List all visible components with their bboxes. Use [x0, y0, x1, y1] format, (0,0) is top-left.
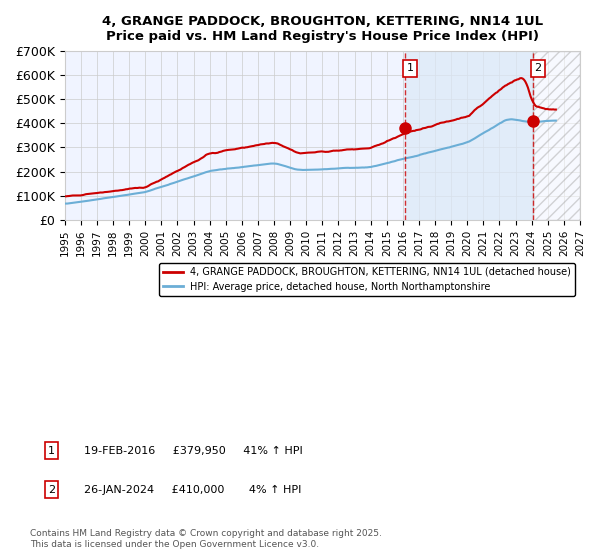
4, GRANGE PADDOCK, BROUGHTON, KETTERING, NN14 1UL (detached house) — [552, 106, 559, 113]
4, GRANGE PADDOCK, BROUGHTON, KETTERING, NN14 1UL (detached house) — [61, 193, 68, 200]
4, GRANGE PADDOCK, BROUGHTON, KETTERING, NN14 1UL (detached house) — [254, 142, 262, 148]
4, GRANGE PADDOCK, BROUGHTON, KETTERING, NN14 1UL (detached house) — [421, 125, 428, 132]
HPI: Average price, detached house, North Northamptonshire: (2.02e+03, 4.17e+05): Average price, detached house, North Nor… — [508, 116, 515, 123]
Text: 2: 2 — [535, 63, 542, 73]
4, GRANGE PADDOCK, BROUGHTON, KETTERING, NN14 1UL (detached house) — [466, 113, 473, 119]
Title: 4, GRANGE PADDOCK, BROUGHTON, KETTERING, NN14 1UL
Price paid vs. HM Land Registr: 4, GRANGE PADDOCK, BROUGHTON, KETTERING,… — [102, 15, 543, 43]
HPI: Average price, detached house, North Northamptonshire: (2e+03, 1.22e+05): Average price, detached house, North Nor… — [148, 187, 155, 194]
Text: 1: 1 — [406, 63, 413, 73]
Text: 19-FEB-2016     £379,950     41% ↑ HPI: 19-FEB-2016 £379,950 41% ↑ HPI — [84, 446, 303, 456]
HPI: Average price, detached house, North Northamptonshire: (2.01e+03, 2.26e+05): Average price, detached house, North Nor… — [254, 162, 262, 169]
HPI: Average price, detached house, North Northamptonshire: (2e+03, 6.68e+04): Average price, detached house, North Nor… — [62, 200, 70, 207]
Line: 4, GRANGE PADDOCK, BROUGHTON, KETTERING, NN14 1UL (detached house): 4, GRANGE PADDOCK, BROUGHTON, KETTERING,… — [65, 78, 556, 197]
4, GRANGE PADDOCK, BROUGHTON, KETTERING, NN14 1UL (detached house) — [490, 92, 497, 99]
Text: Contains HM Land Registry data © Crown copyright and database right 2025.
This d: Contains HM Land Registry data © Crown c… — [30, 529, 382, 549]
Text: 1: 1 — [48, 446, 55, 456]
4, GRANGE PADDOCK, BROUGHTON, KETTERING, NN14 1UL (detached house) — [62, 193, 70, 200]
Text: 26-JAN-2024     £410,000       4% ↑ HPI: 26-JAN-2024 £410,000 4% ↑ HPI — [84, 485, 301, 495]
HPI: Average price, detached house, North Northamptonshire: (2.02e+03, 2.74e+05): Average price, detached house, North Nor… — [421, 150, 428, 157]
Text: 2: 2 — [48, 485, 55, 495]
4, GRANGE PADDOCK, BROUGHTON, KETTERING, NN14 1UL (detached house) — [259, 141, 266, 147]
HPI: Average price, detached house, North Northamptonshire: (2.02e+03, 3.83e+05): Average price, detached house, North Nor… — [490, 124, 497, 131]
Bar — [533, 51, 580, 220]
Legend: 4, GRANGE PADDOCK, BROUGHTON, KETTERING, NN14 1UL (detached house), HPI: Average: 4, GRANGE PADDOCK, BROUGHTON, KETTERING,… — [159, 263, 575, 296]
Bar — [405, 51, 533, 220]
HPI: Average price, detached house, North Northamptonshire: (2.01e+03, 2.29e+05): Average price, detached house, North Nor… — [259, 161, 266, 168]
Line: HPI: Average price, detached house, North Northamptonshire: HPI: Average price, detached house, Nort… — [65, 119, 556, 204]
HPI: Average price, detached house, North Northamptonshire: (2.02e+03, 3.25e+05): Average price, detached house, North Nor… — [466, 138, 473, 145]
HPI: Average price, detached house, North Northamptonshire: (2e+03, 6.69e+04): Average price, detached house, North Nor… — [61, 200, 68, 207]
4, GRANGE PADDOCK, BROUGHTON, KETTERING, NN14 1UL (detached house) — [518, 74, 525, 81]
4, GRANGE PADDOCK, BROUGHTON, KETTERING, NN14 1UL (detached house) — [148, 181, 155, 188]
HPI: Average price, detached house, North Northamptonshire: (2.03e+03, 4.11e+05): Average price, detached house, North Nor… — [552, 117, 559, 124]
